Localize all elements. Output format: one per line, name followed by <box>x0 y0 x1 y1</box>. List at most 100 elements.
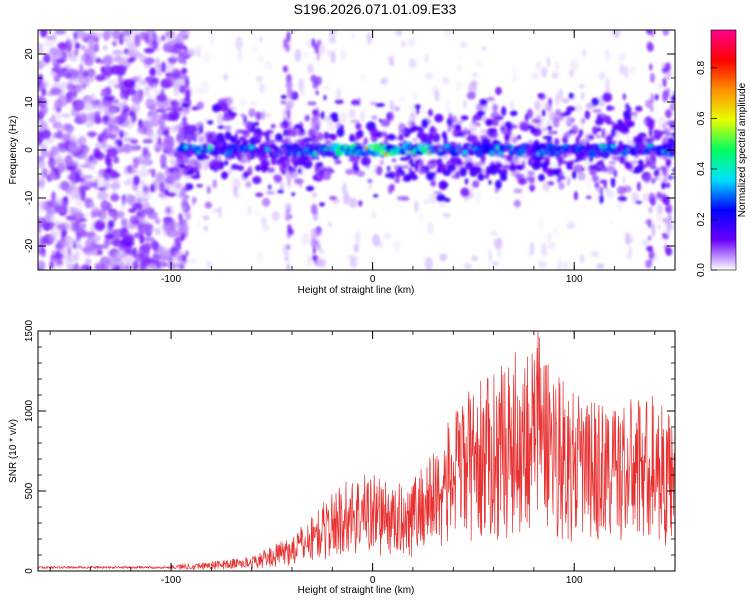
spectrogram-cell <box>148 36 153 48</box>
spectrogram-cell <box>561 98 570 104</box>
spectrogram-cell <box>205 137 216 142</box>
spectrogram-cell <box>530 241 534 256</box>
spectrogram-cell <box>155 30 165 33</box>
spectrogram-cell <box>387 111 395 122</box>
spectrogram-cell <box>352 162 359 172</box>
spectrogram-cell <box>146 101 156 107</box>
spectrogram-cell <box>53 220 61 227</box>
spectrogram-cell <box>664 109 672 119</box>
spectrogram-cell <box>141 163 147 173</box>
spectrogram-cell <box>143 202 151 210</box>
spectrogram-cell <box>546 167 555 177</box>
spectrogram-cell <box>52 132 59 139</box>
spectrogram-cell <box>573 159 579 163</box>
spectrogram-cell <box>113 50 121 57</box>
spectrogram-cell <box>170 99 180 108</box>
spectrogram-cell <box>167 56 178 64</box>
spectrogram-cell <box>375 103 385 107</box>
spectrogram-cell <box>605 48 610 60</box>
spectrogram-heatmap <box>38 30 675 270</box>
spectrogram-cell <box>225 157 232 161</box>
spectrogram-cell <box>131 202 144 210</box>
spectrogram-cell <box>76 144 82 152</box>
spectrogram-cell <box>206 260 212 269</box>
spectrogram-cell <box>264 112 272 118</box>
spectrogram-cell <box>556 177 561 183</box>
spectrogram-cell <box>495 179 502 190</box>
spectrogram-cell <box>488 132 499 139</box>
spectrogram-cell <box>553 115 559 124</box>
spectrogram-cell <box>414 200 419 213</box>
spectrogram-cell <box>180 67 187 75</box>
spectrogram-cell <box>665 165 670 171</box>
spectrogram-cell <box>164 62 176 73</box>
spectrogram-cell <box>558 181 565 190</box>
spectrogram-cell <box>61 133 70 143</box>
spectrogram-cell <box>654 93 659 101</box>
spectrogram-cell <box>90 93 97 103</box>
spectrogram-cell <box>58 143 68 153</box>
spectrogram-cell <box>138 92 143 100</box>
spectrogram-cell <box>110 193 120 202</box>
spectrogram-cell <box>149 67 157 77</box>
spectrogram-cell <box>456 133 464 137</box>
spectrogram-cell <box>616 200 623 210</box>
spectrogram-cell <box>185 183 189 191</box>
spectrogram-cell <box>65 185 72 195</box>
spectrogram-cell <box>384 152 388 156</box>
spectrogram-cell <box>163 205 175 216</box>
spectrogram-cell <box>425 71 434 80</box>
spectrogram-cell <box>181 49 188 56</box>
spectrogram-cell <box>442 77 450 85</box>
spectrogram-cell <box>666 159 671 166</box>
spectrogram-cell <box>465 137 475 141</box>
spectrogram-cell <box>575 136 580 146</box>
spectrogram-cell <box>402 127 411 138</box>
spectrogram-cell <box>531 118 541 124</box>
spectrogram-cell <box>429 126 437 135</box>
spectrogram-cell <box>126 256 136 267</box>
spectrogram-cell <box>598 72 606 80</box>
spectrogram-cell <box>140 79 148 86</box>
spectrogram-cell <box>369 127 379 137</box>
spectrogram-cell <box>56 162 66 173</box>
spectrogram-cell <box>642 193 650 202</box>
spectrogram-cell <box>182 122 189 127</box>
spectrogram-cell <box>623 127 629 132</box>
spectrogram-cell <box>665 62 671 73</box>
spectrogram-cell <box>191 106 200 111</box>
spectrogram-cell <box>634 165 644 173</box>
spectrogram-cell <box>585 102 595 109</box>
spectrogram-cell <box>408 170 416 177</box>
spectrogram-cell <box>568 92 575 100</box>
spectrogram-cell <box>223 125 232 131</box>
spectrogram-cell <box>607 166 616 175</box>
spectrogram-cell <box>152 40 158 50</box>
spectrogram-cell <box>573 191 578 201</box>
spectrogram-cell <box>283 39 288 50</box>
spectrogram-cell <box>99 100 110 108</box>
spectrogram-cell <box>472 180 480 188</box>
spectrogram-cell <box>467 129 471 135</box>
spectrogram-cell <box>279 182 285 192</box>
spectrogram-cell <box>125 88 137 96</box>
spectrogram-cell <box>490 160 494 166</box>
spectrogram-cell <box>72 99 85 111</box>
spectrogram-cell <box>436 194 446 202</box>
spectrogram-cell <box>343 145 348 149</box>
spectrogram-cell <box>187 158 192 169</box>
spectrogram-cell <box>118 148 125 153</box>
spectrogram-cell <box>375 165 383 176</box>
spectrogram-cell <box>487 128 498 134</box>
spectrogram-cell <box>553 71 561 79</box>
spectrogram-cell <box>85 75 95 83</box>
spectrogram-cell <box>328 124 337 131</box>
spectrogram-cell <box>128 110 135 117</box>
spectrogram-cell <box>48 169 56 181</box>
spectrogram-cell <box>471 255 479 262</box>
spectrogram-cell <box>38 60 45 70</box>
spectrogram-cell <box>114 83 120 89</box>
spectrogram-cell <box>473 189 483 204</box>
colorbar-tick-label: 0.8 <box>696 61 707 75</box>
spectrogram-cell <box>626 235 634 244</box>
